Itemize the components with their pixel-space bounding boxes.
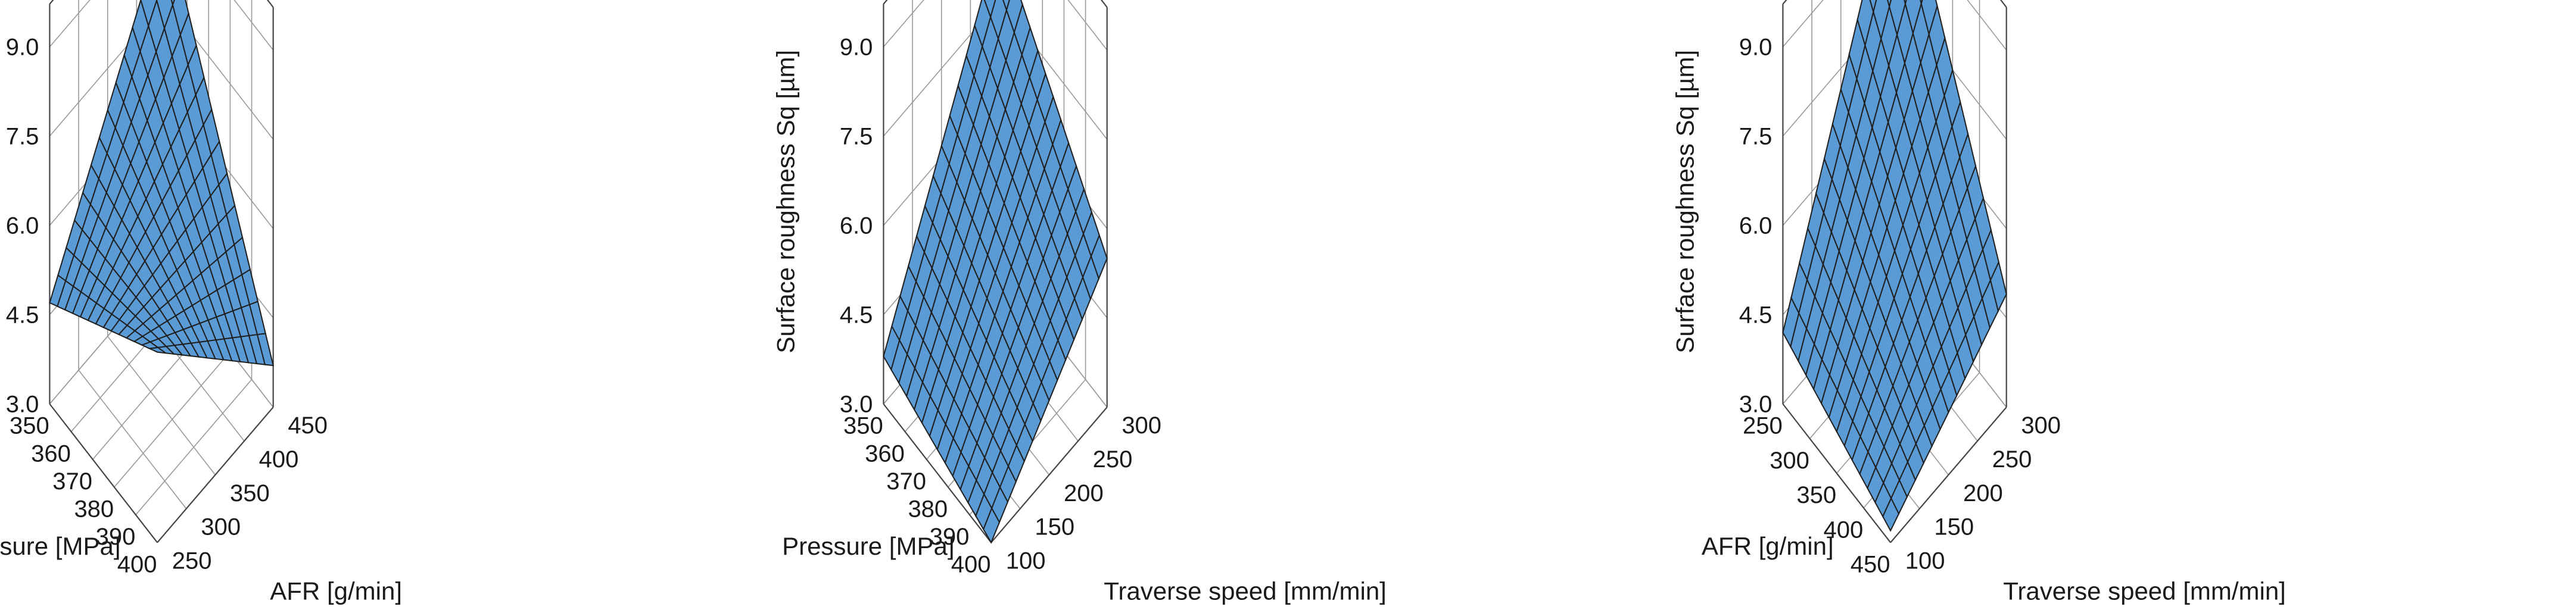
x-tick-label: 350	[10, 413, 49, 439]
y-tick-label: 250	[172, 548, 212, 574]
x-tick-label: 400	[1824, 517, 1864, 543]
x-tick-label: 350	[843, 413, 883, 439]
y-tick-label: 100	[1905, 548, 1945, 574]
z-tick-label: 7.5	[840, 124, 873, 150]
x-tick-label: 300	[1770, 448, 1809, 474]
z-tick-label: 9.0	[6, 35, 39, 61]
y-tick-label: 300	[1122, 412, 1161, 439]
y-axis-label: Traverse speed [mm/min]	[1104, 577, 1387, 605]
x-axis-label: AFR [g/min]	[1702, 532, 1834, 560]
y-tick-label: 300	[2021, 412, 2061, 439]
y-tick-label: 350	[230, 480, 270, 506]
x-axis-label: Pressure [MPa]	[0, 532, 121, 560]
response-surface	[883, 0, 1108, 544]
y-tick-label: 450	[288, 412, 328, 439]
z-axis-label: Surface roughness Sq [µm]	[771, 50, 799, 354]
z-tick-label: 4.5	[6, 302, 39, 329]
x-axis-label: Pressure [MPa]	[782, 532, 954, 560]
y-axis-label: AFR [g/min]	[270, 577, 402, 605]
x-tick-label: 400	[117, 552, 157, 578]
x-tick-label: 370	[886, 468, 926, 495]
z-tick-label: 4.5	[1739, 302, 1773, 329]
z-tick-label: 9.0	[840, 35, 873, 61]
response-surface	[1782, 0, 2007, 532]
y-tick-label: 200	[1963, 480, 2003, 506]
x-tick-label: 370	[52, 468, 92, 495]
surface-cell	[983, 506, 1001, 544]
surface-plot-panel-3: 3.0 4.5 6.0 7.5 9.0 250 300 350 400 450 100 150 200 2…	[1671, 0, 2286, 605]
response-surface	[49, 0, 275, 367]
y-tick-label: 100	[1006, 548, 1046, 574]
x-tick-label: 390	[96, 524, 136, 550]
y-tick-label: 400	[259, 446, 299, 473]
y-tick-label: 300	[201, 514, 241, 540]
z-tick-label: 7.5	[6, 124, 39, 150]
z-tick-label: 6.0	[840, 213, 873, 239]
z-tick-label: 3.0	[6, 392, 39, 418]
x-tick-label: 450	[1851, 552, 1890, 578]
x-tick-label: 360	[865, 440, 905, 467]
x-tick-label: 380	[74, 496, 114, 522]
x-tick-label: 390	[930, 524, 970, 550]
z-tick-label: 3.0	[1739, 392, 1773, 418]
y-axis-label: Traverse speed [mm/min]	[2003, 577, 2286, 605]
z-tick-label: 6.0	[1739, 213, 1773, 239]
x-tick-label: 350	[1796, 482, 1836, 508]
y-tick-label: 250	[1093, 446, 1133, 473]
x-tick-label: 360	[31, 440, 71, 467]
z-tick-label: 7.5	[1739, 124, 1773, 150]
y-tick-label: 150	[1934, 514, 1974, 540]
x-tick-label: 380	[908, 496, 948, 522]
z-tick-label: 9.0	[1739, 35, 1773, 61]
z-axis-label: Surface roughness Sq [µm]	[1671, 50, 1699, 354]
y-tick-label: 150	[1035, 514, 1074, 540]
surface-cell	[1882, 496, 1900, 532]
x-tick-label: 400	[951, 552, 991, 578]
z-tick-label: 6.0	[6, 213, 39, 239]
y-tick-label: 200	[1064, 480, 1104, 506]
surface-cell	[147, 346, 168, 354]
z-tick-label: 4.5	[840, 302, 873, 329]
y-tick-label: 250	[1992, 446, 2032, 473]
z-tick-label: 3.0	[840, 392, 873, 418]
x-tick-label: 250	[1743, 413, 1783, 439]
